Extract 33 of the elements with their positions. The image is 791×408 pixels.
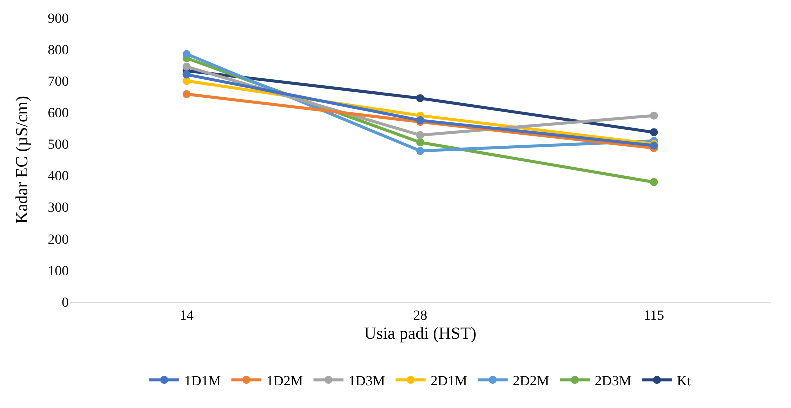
point: [182, 90, 191, 98]
point: [182, 50, 191, 58]
point: [416, 94, 424, 102]
point: [650, 128, 658, 137]
y-axis-title: Kadar EC (µS/cm): [12, 96, 32, 224]
x-axis-title: Usia padi (HST): [364, 324, 477, 344]
x-tick-label: 115: [644, 308, 664, 324]
y-tick-label: 700: [48, 75, 69, 90]
x-tick-label: 28: [414, 308, 428, 324]
point: [182, 62, 191, 71]
legend-label: 2D1M: [430, 374, 468, 390]
point: [416, 131, 424, 140]
y-tick-label: 500: [48, 138, 69, 154]
point: [416, 147, 424, 156]
y-tick-label: 600: [48, 106, 69, 122]
y-tick-label: 100: [48, 264, 69, 280]
y-tick-label: 300: [48, 201, 69, 216]
legend-label: 2D2M: [512, 374, 550, 390]
legend-label: Kt: [677, 374, 692, 390]
y-tick-label: 200: [48, 232, 69, 248]
legend-label: 1D2M: [266, 374, 304, 390]
point: [650, 178, 658, 186]
point: [416, 138, 424, 147]
point: [650, 112, 658, 120]
y-tick-label: 800: [48, 43, 69, 58]
legend-label: 1D3M: [348, 374, 386, 390]
y-tick-label: 900: [48, 12, 69, 27]
y-tick-label: 0: [62, 296, 69, 311]
legend-label: 2D3M: [595, 374, 632, 390]
legend-label: 1D1M: [184, 374, 222, 390]
point: [182, 70, 191, 79]
y-tick-label: 400: [48, 170, 69, 185]
x-tick-label: 14: [180, 308, 194, 324]
